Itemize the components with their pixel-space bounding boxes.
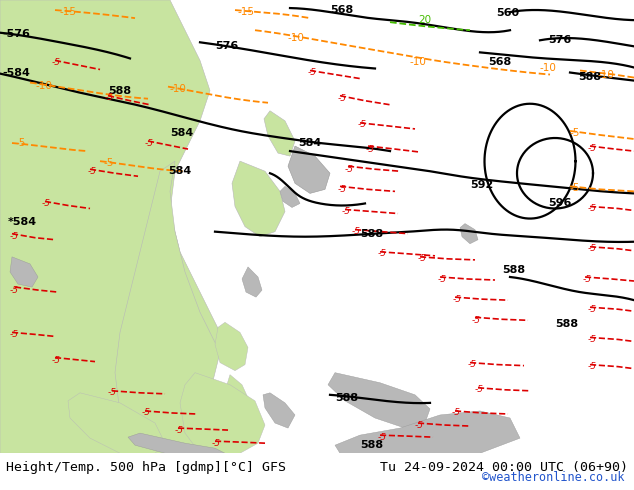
Polygon shape bbox=[68, 393, 165, 453]
Polygon shape bbox=[263, 393, 295, 428]
Text: *584: *584 bbox=[8, 217, 37, 226]
Text: 588: 588 bbox=[335, 393, 358, 403]
Text: -5: -5 bbox=[88, 167, 97, 176]
Text: -5: -5 bbox=[453, 294, 462, 304]
Polygon shape bbox=[335, 411, 520, 453]
Text: -5: -5 bbox=[570, 128, 580, 138]
Text: 588: 588 bbox=[108, 86, 131, 96]
Text: 584: 584 bbox=[168, 166, 191, 176]
Text: -5: -5 bbox=[52, 356, 61, 365]
Text: -5: -5 bbox=[468, 360, 477, 369]
Text: -5: -5 bbox=[378, 433, 387, 441]
Polygon shape bbox=[232, 161, 285, 237]
Polygon shape bbox=[264, 111, 295, 156]
Text: 592: 592 bbox=[470, 180, 493, 190]
Text: 568: 568 bbox=[330, 5, 353, 15]
Polygon shape bbox=[0, 0, 220, 453]
Text: -5: -5 bbox=[415, 420, 424, 430]
Text: 588: 588 bbox=[502, 265, 525, 275]
Text: -5: -5 bbox=[42, 199, 51, 208]
Text: 584: 584 bbox=[170, 128, 193, 138]
Text: -5: -5 bbox=[588, 144, 597, 152]
Text: -5: -5 bbox=[588, 335, 597, 344]
Polygon shape bbox=[115, 161, 220, 453]
Text: 20: 20 bbox=[418, 15, 431, 25]
Text: -5: -5 bbox=[338, 94, 347, 103]
Polygon shape bbox=[215, 322, 248, 370]
Polygon shape bbox=[288, 146, 330, 194]
Text: -5: -5 bbox=[338, 185, 347, 194]
Text: -15: -15 bbox=[238, 7, 255, 17]
Polygon shape bbox=[180, 373, 265, 453]
Text: -576: -576 bbox=[2, 29, 30, 39]
Text: -10: -10 bbox=[540, 64, 557, 74]
Text: -5: -5 bbox=[108, 388, 117, 397]
Text: -5: -5 bbox=[588, 245, 597, 253]
Text: -5: -5 bbox=[352, 227, 361, 236]
Text: -5: -5 bbox=[570, 183, 580, 194]
Text: -5: -5 bbox=[418, 254, 427, 263]
Text: 568: 568 bbox=[488, 57, 511, 68]
Text: -5: -5 bbox=[378, 249, 387, 258]
Text: -15: -15 bbox=[60, 7, 77, 17]
Text: -5: -5 bbox=[588, 204, 597, 213]
Text: ©weatheronline.co.uk: ©weatheronline.co.uk bbox=[482, 471, 624, 485]
Text: -5: -5 bbox=[52, 58, 61, 67]
Text: -5: -5 bbox=[475, 385, 484, 394]
Text: 588: 588 bbox=[555, 319, 578, 329]
Text: -5: -5 bbox=[212, 439, 221, 448]
Text: 560: 560 bbox=[496, 8, 519, 18]
Text: -5: -5 bbox=[583, 274, 592, 284]
Text: 596: 596 bbox=[548, 198, 571, 208]
Text: -5: -5 bbox=[366, 145, 375, 153]
Text: -5: -5 bbox=[345, 165, 354, 174]
Text: -5: -5 bbox=[16, 138, 27, 148]
Polygon shape bbox=[128, 433, 225, 453]
Text: 584: 584 bbox=[298, 138, 321, 148]
Text: -5: -5 bbox=[358, 121, 367, 129]
Text: -5: -5 bbox=[452, 409, 461, 417]
Text: -5: -5 bbox=[10, 232, 19, 241]
Text: -584: -584 bbox=[2, 68, 30, 77]
Text: -5: -5 bbox=[10, 330, 19, 339]
Text: -5: -5 bbox=[472, 316, 481, 325]
Text: -5: -5 bbox=[588, 305, 597, 314]
Text: 576: 576 bbox=[548, 35, 571, 45]
Text: 588: 588 bbox=[360, 229, 383, 239]
Text: -5: -5 bbox=[438, 274, 447, 284]
Text: -5: -5 bbox=[142, 409, 151, 417]
Polygon shape bbox=[10, 257, 38, 287]
Polygon shape bbox=[460, 223, 478, 244]
Text: -10: -10 bbox=[410, 57, 427, 68]
Text: 588: 588 bbox=[360, 440, 383, 450]
Text: Tu 24-09-2024 00:00 UTC (06+90): Tu 24-09-2024 00:00 UTC (06+90) bbox=[380, 462, 628, 474]
Text: -10: -10 bbox=[288, 33, 305, 43]
Text: -5: -5 bbox=[308, 68, 317, 77]
Text: -5: -5 bbox=[588, 362, 597, 371]
Text: -5: -5 bbox=[145, 139, 154, 147]
Polygon shape bbox=[242, 267, 262, 297]
Text: -5: -5 bbox=[103, 158, 113, 168]
Text: -10: -10 bbox=[36, 81, 53, 91]
Text: -5: -5 bbox=[175, 426, 184, 435]
Text: 588: 588 bbox=[578, 72, 601, 81]
Polygon shape bbox=[328, 373, 430, 428]
Text: -10: -10 bbox=[598, 70, 615, 79]
Text: -10: -10 bbox=[170, 84, 187, 94]
Text: -5: -5 bbox=[342, 207, 351, 216]
Polygon shape bbox=[226, 375, 248, 405]
Polygon shape bbox=[280, 186, 300, 207]
Text: -5: -5 bbox=[105, 93, 114, 102]
Text: -5: -5 bbox=[10, 286, 19, 294]
Text: 576: 576 bbox=[215, 41, 238, 51]
Text: Height/Temp. 500 hPa [gdmp][°C] GFS: Height/Temp. 500 hPa [gdmp][°C] GFS bbox=[6, 462, 287, 474]
